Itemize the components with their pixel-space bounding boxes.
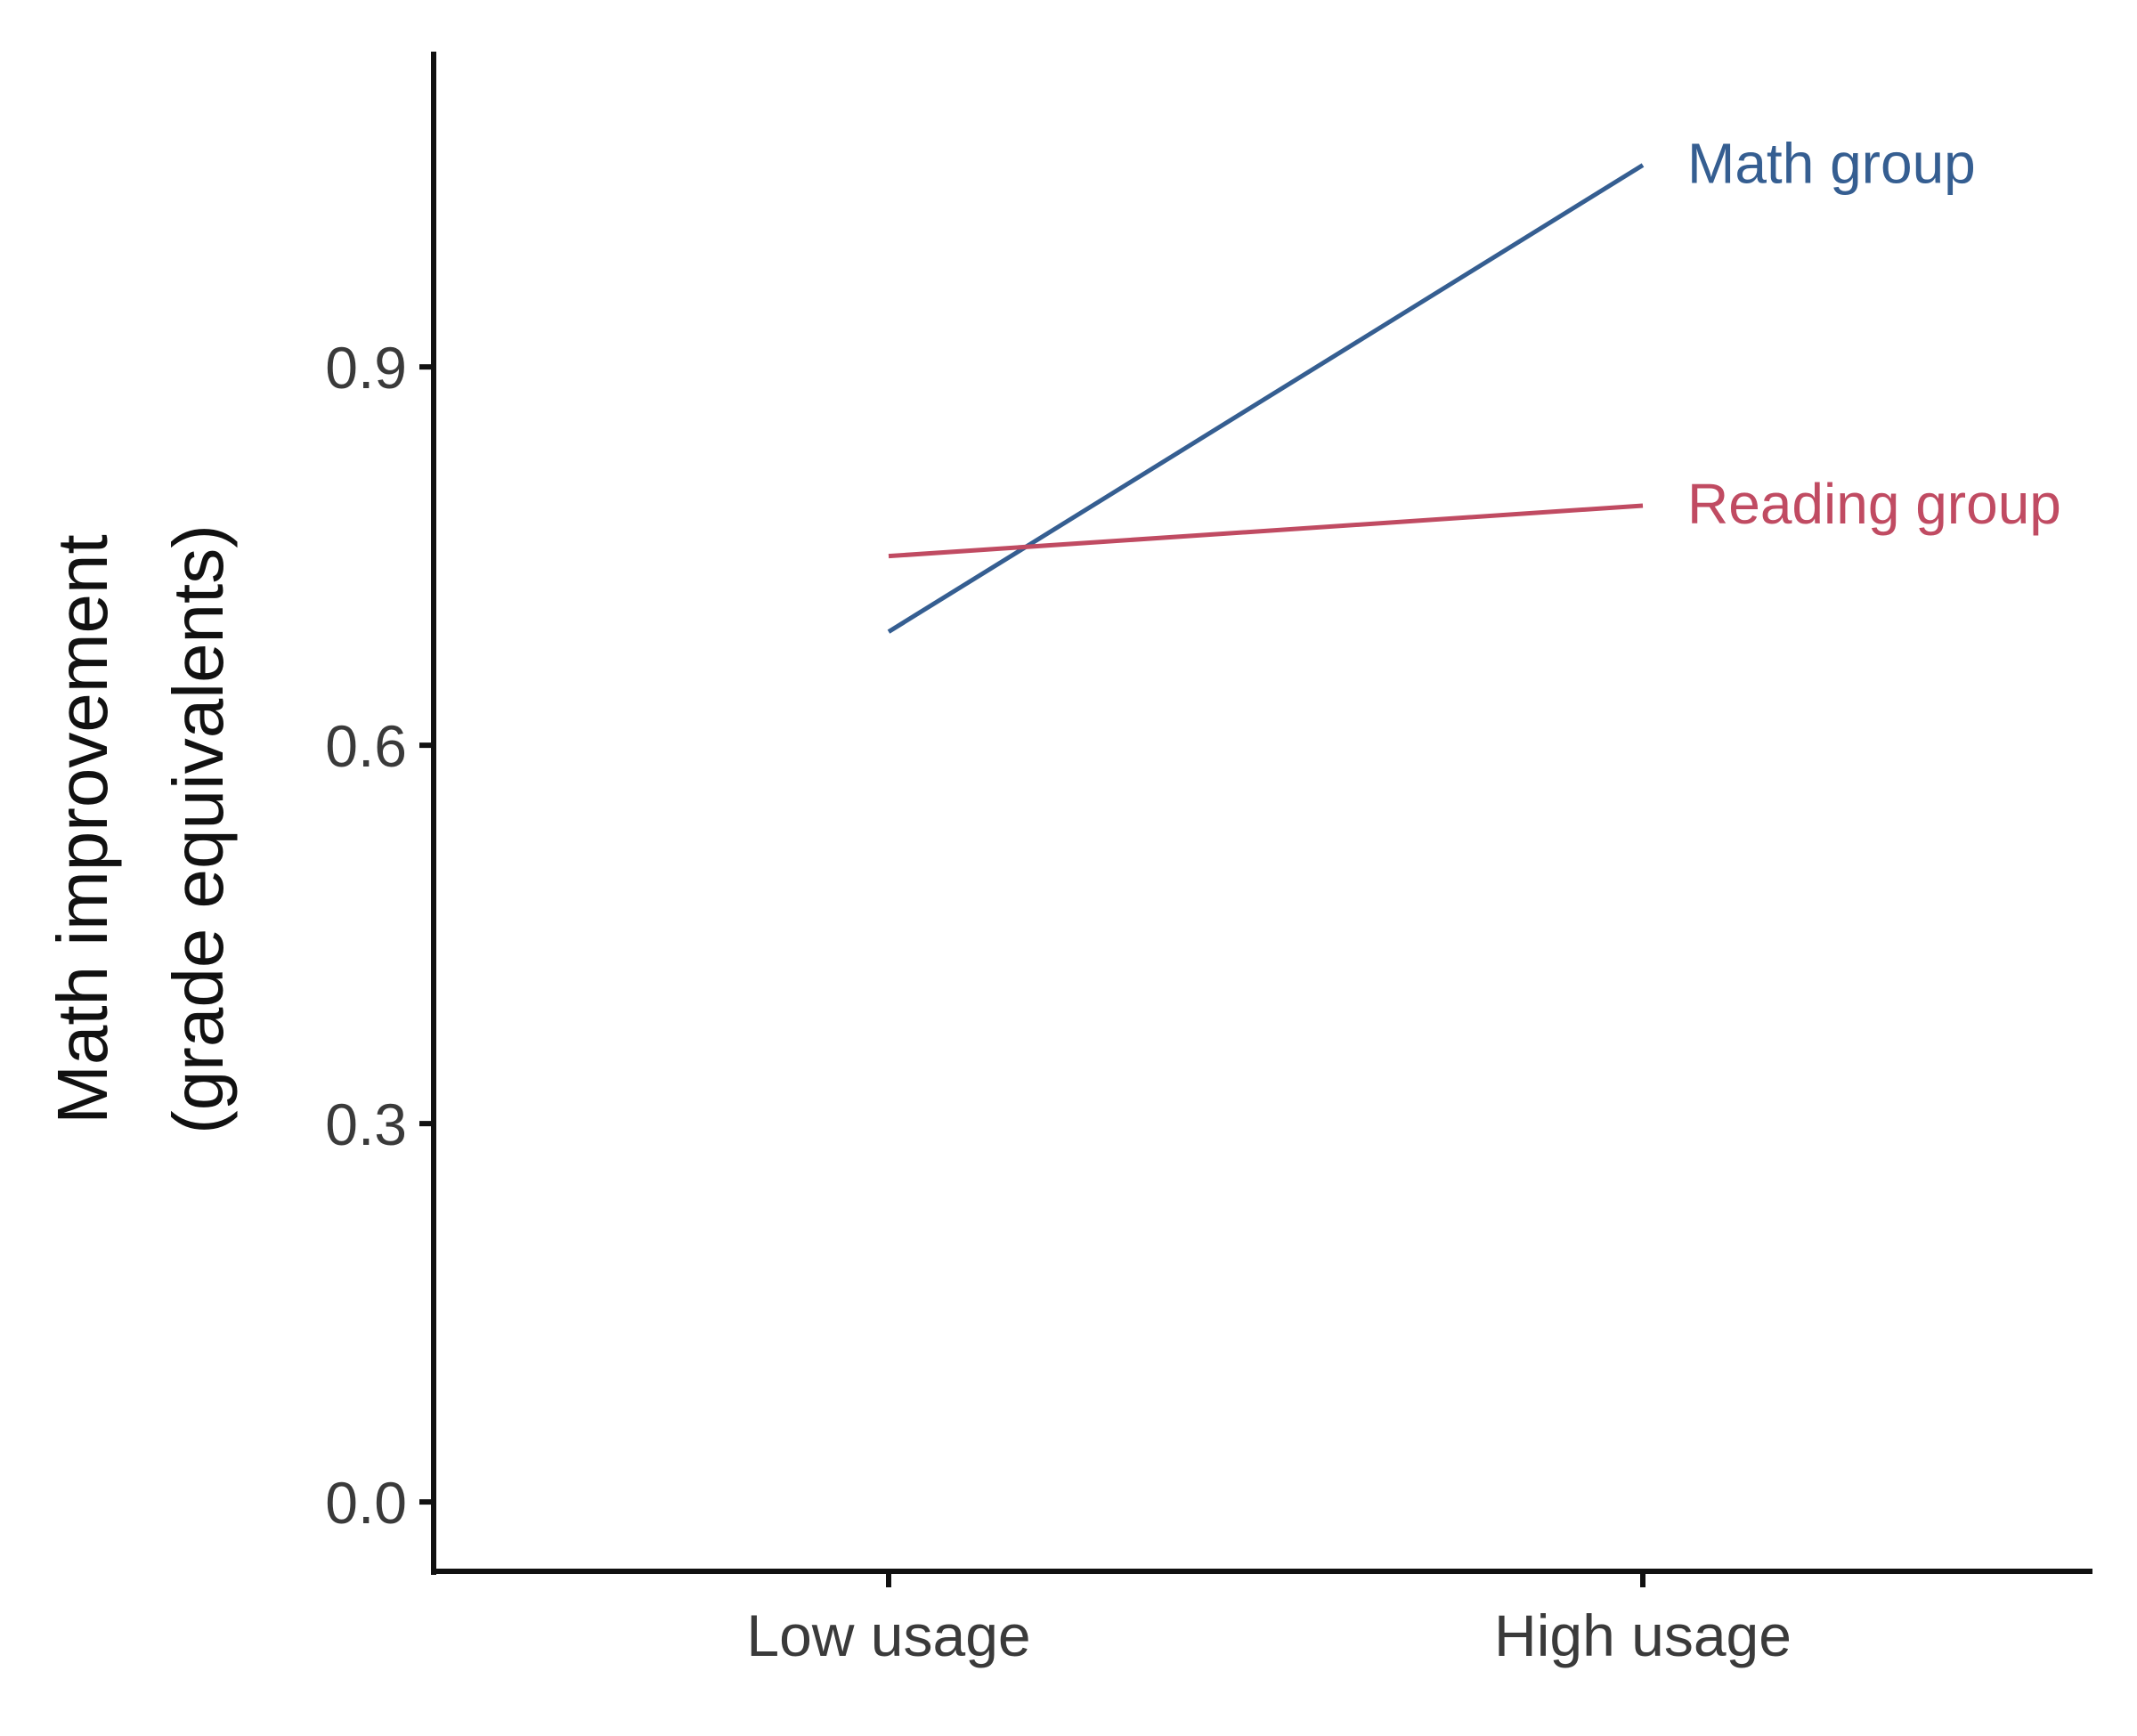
series-line-math-group [887,163,1645,634]
y-axis-title: (grade equivalents) [158,524,238,1134]
y-tick-label: 0.3 [325,1091,407,1157]
series-label-reading-group: Reading group [1687,472,2061,536]
axes: 0.0 0.3 0.6 0.9 Low usage High usage Math impr… [43,52,2092,1668]
x-tick-label: Low usage [746,1602,1030,1668]
x-tick-label: High usage [1494,1602,1792,1668]
y-tick-label: 0.9 [325,335,407,401]
series-line-reading-group [888,503,1644,559]
series-lines [887,163,1645,634]
y-tick-label: 0.0 [325,1470,407,1536]
labels: Math group Reading group [1687,131,2061,535]
y-axis-title: Math improvement [43,534,122,1124]
series-label-math-group: Math group [1687,131,1976,195]
y-tick-label: 0.6 [325,713,407,779]
